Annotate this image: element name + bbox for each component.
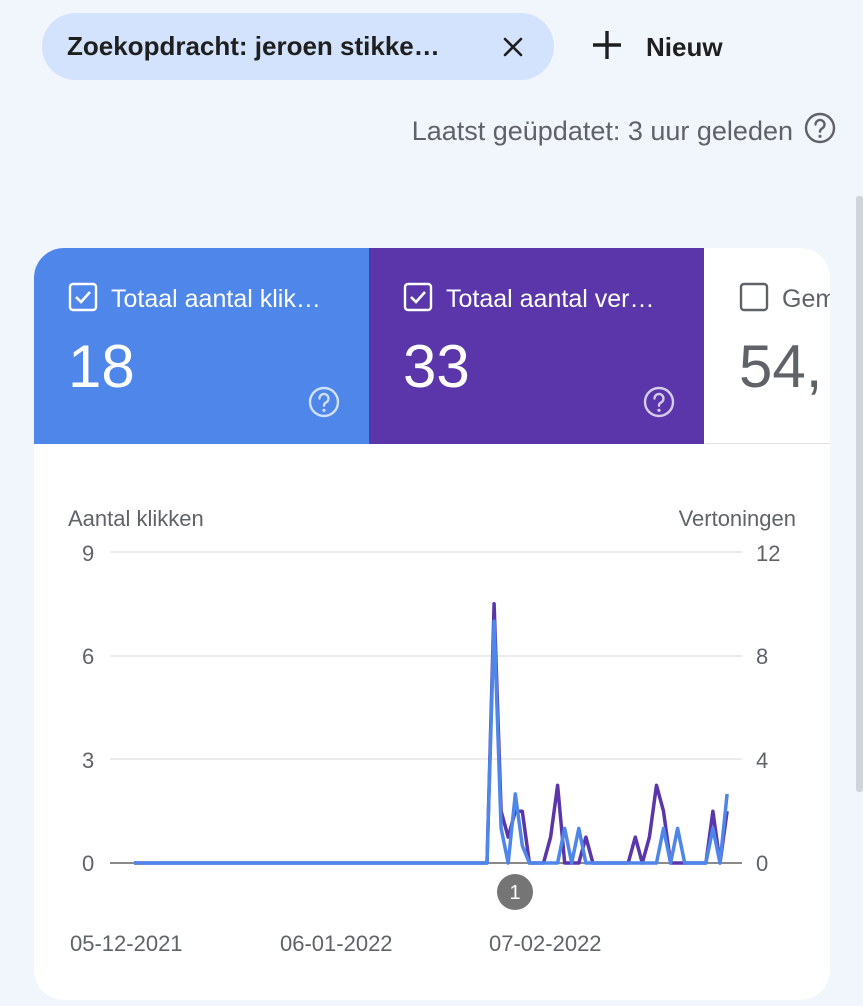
metric-total-clicks[interactable]: Totaal aantal klik… 18 xyxy=(34,248,369,444)
annotation-circle xyxy=(497,874,533,910)
metric-value: 33 xyxy=(403,333,470,400)
checkbox-checked-icon[interactable] xyxy=(403,282,433,317)
metric-value: 18 xyxy=(68,333,135,400)
checkbox-unchecked-icon[interactable] xyxy=(739,282,769,317)
annotation-marker[interactable]: 1 xyxy=(497,874,533,910)
help-icon[interactable] xyxy=(642,385,676,424)
y-axis-right-title: Vertoningen xyxy=(678,506,796,531)
y-right-tick: 12 xyxy=(756,541,781,566)
y-axis-left-title: Aantal klikken xyxy=(68,506,204,531)
checkbox-checked-icon[interactable] xyxy=(68,282,98,317)
metric-average-ctr[interactable]: Gem 54, xyxy=(705,248,830,444)
metric-total-impressions[interactable]: Totaal aantal ver… 33 xyxy=(369,248,704,444)
metric-value: 54, xyxy=(739,333,823,400)
query-filter-chip[interactable]: Zoekopdracht: jeroen stikke… xyxy=(42,13,554,80)
metric-label: Gem xyxy=(782,284,830,313)
new-filter-button[interactable]: Nieuw xyxy=(590,20,723,74)
chart-plot-area: 1 xyxy=(110,551,742,910)
impressions-series-line xyxy=(134,602,729,865)
x-tick-label: 06-01-2022 xyxy=(280,931,393,956)
y-right-tick: 8 xyxy=(756,644,769,669)
x-tick-label: 05-12-2021 xyxy=(70,931,183,956)
y-right-tick: 4 xyxy=(756,748,769,773)
query-filter-label: Zoekopdracht: jeroen stikke… xyxy=(67,31,440,61)
last-updated-text: Laatst geüpdatet: 3 uur geleden xyxy=(411,115,793,146)
performance-card: Totaal aantal klik… 18 Totaal xyxy=(34,248,830,1000)
y-left-tick: 6 xyxy=(82,644,95,669)
performance-chart: Aantal klikken Vertoningen 9 6 3 0 12 8 … xyxy=(34,444,830,1000)
last-updated: Laatst geüpdatet: 3 uur geleden xyxy=(412,112,837,150)
close-icon[interactable] xyxy=(496,30,530,64)
help-icon[interactable] xyxy=(803,111,837,152)
plus-icon xyxy=(590,28,624,67)
annotation-label: 1 xyxy=(509,882,520,904)
y-right-tick: 0 xyxy=(756,851,769,876)
metric-label: Totaal aantal ver… xyxy=(446,284,655,313)
scrollbar[interactable] xyxy=(856,196,863,792)
y-left-tick: 3 xyxy=(82,748,95,773)
new-filter-label: Nieuw xyxy=(646,31,723,62)
y-left-tick: 9 xyxy=(82,541,95,566)
x-tick-label: 07-02-2022 xyxy=(489,931,602,956)
metric-label: Totaal aantal klik… xyxy=(111,284,321,313)
help-icon[interactable] xyxy=(307,385,341,424)
clicks-series-line xyxy=(134,619,729,865)
series-layer xyxy=(134,602,729,865)
y-left-tick: 0 xyxy=(82,851,95,876)
